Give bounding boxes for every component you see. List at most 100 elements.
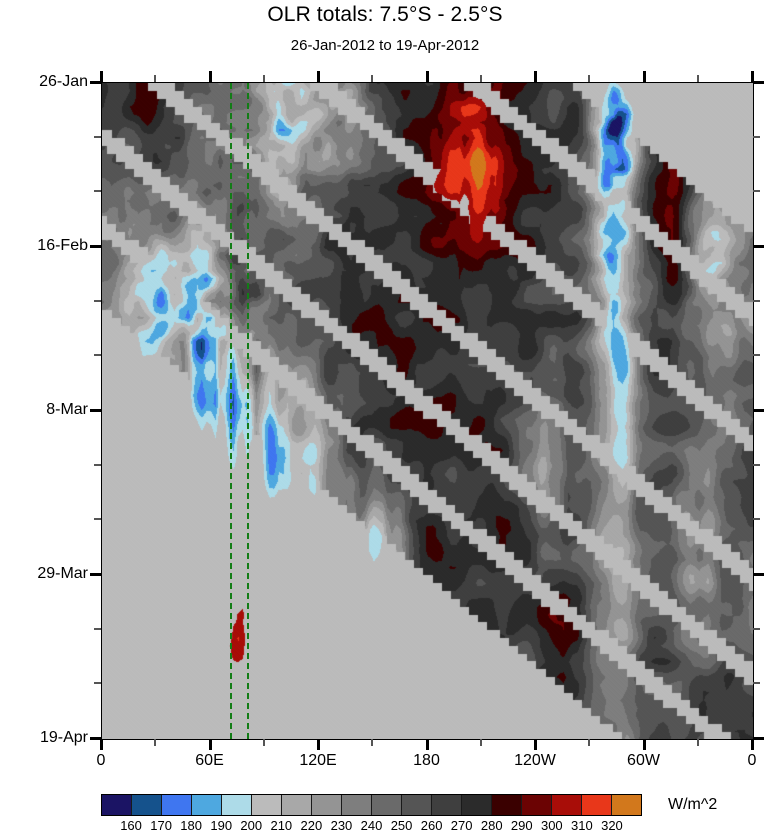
axis-tick-minor: [94, 354, 101, 356]
axis-tick-minor: [753, 190, 760, 192]
axis-tick-major: [209, 739, 212, 750]
colorbar-cell: [131, 795, 161, 815]
colorbar-cell: [491, 795, 521, 815]
x-tick-label: 120E: [299, 752, 337, 769]
axis-tick-minor: [94, 300, 101, 302]
colorbar-tick-label: 170: [150, 818, 172, 833]
axis-tick-minor: [263, 739, 265, 746]
colorbar-cell: [521, 795, 551, 815]
x-tick-label: 0: [96, 752, 106, 769]
y-tick-label: 29-Mar: [37, 565, 88, 582]
colorbar-cell: [251, 795, 281, 815]
colorbar-tick-label: 290: [510, 818, 533, 833]
plot-area: [101, 82, 754, 740]
x-tick-label: 60E: [195, 752, 224, 769]
axis-tick-major: [534, 739, 537, 750]
axis-tick-minor: [94, 628, 101, 630]
axis-tick-minor: [94, 464, 101, 466]
axis-tick-major: [90, 245, 101, 248]
axis-tick-minor: [753, 354, 760, 356]
axis-tick-major: [643, 739, 646, 750]
axis-tick-minor: [753, 300, 760, 302]
colorbar-cell: [281, 795, 311, 815]
colorbar-cell: [311, 795, 341, 815]
axis-tick-major: [317, 71, 320, 82]
colorbar-cell: [221, 795, 251, 815]
y-tick-label: 16-Feb: [37, 237, 88, 254]
axis-tick-minor: [480, 75, 482, 82]
axis-tick-major: [753, 737, 764, 740]
axis-tick-major: [753, 409, 764, 412]
colorbar-cell: [102, 795, 131, 815]
axis-tick-minor: [588, 739, 590, 746]
page-title: OLR totals: 7.5°S - 2.5°S: [267, 3, 503, 26]
colorbar-tick-label: 320: [601, 818, 623, 833]
axis-tick-major: [426, 739, 429, 750]
axis-tick-minor: [94, 682, 101, 684]
colorbar-tick-labels: 160 170 180 190 200 210 220 230 240 250 260 270 280 2…: [0, 818, 770, 836]
colorbar-tick-label: 230: [330, 818, 353, 833]
axis-tick-major: [751, 71, 754, 82]
colorbar-tick-label: 160: [120, 818, 142, 833]
colorbar-cell: [161, 795, 191, 815]
axis-tick-minor: [371, 739, 373, 746]
colorbar-cell: [371, 795, 401, 815]
axis-tick-major: [753, 245, 764, 248]
colorbar-tick-label: 270: [450, 818, 473, 833]
x-tick-label: 60W: [627, 752, 660, 769]
x-tick-label: 0: [747, 752, 757, 769]
axis-tick-minor: [94, 518, 101, 520]
axis-tick-major: [426, 71, 429, 82]
axis-tick-major: [90, 737, 101, 740]
x-tick-label: 120W: [514, 752, 556, 769]
colorbar-cell: [461, 795, 491, 815]
colorbar-tick-label: 280: [480, 818, 503, 833]
axis-tick-minor: [753, 628, 760, 630]
axis-tick-major: [751, 739, 754, 750]
axis-tick-major: [753, 573, 764, 576]
x-tick-label: 180: [413, 752, 440, 769]
colorbar-cell: [191, 795, 221, 815]
axis-tick-major: [753, 81, 764, 84]
axis-tick-major: [90, 573, 101, 576]
y-tick-label: 8-Mar: [46, 401, 88, 418]
axis-tick-minor: [94, 136, 101, 138]
axis-tick-minor: [753, 136, 760, 138]
colorbar-cell: [551, 795, 581, 815]
colorbar-cell: [611, 795, 641, 815]
colorbar: [101, 794, 642, 816]
axis-tick-minor: [753, 464, 760, 466]
colorbar-tick-label: 240: [360, 818, 383, 833]
axis-tick-minor: [697, 739, 699, 746]
axis-tick-major: [209, 71, 212, 82]
axis-tick-major: [317, 739, 320, 750]
colorbar-tick-label: 210: [270, 818, 293, 833]
colorbar-tick-label: 180: [180, 818, 203, 833]
axis-tick-minor: [94, 190, 101, 192]
axis-tick-major: [534, 71, 537, 82]
colorbar-cell: [401, 795, 431, 815]
axis-tick-minor: [154, 739, 156, 746]
axis-tick-major: [100, 739, 103, 750]
axis-tick-minor: [697, 75, 699, 82]
axis-tick-major: [643, 71, 646, 82]
y-tick-label: 19-Apr: [39, 729, 88, 746]
colorbar-tick-label: 300: [540, 818, 563, 833]
colorbar-cell: [341, 795, 371, 815]
axis-tick-minor: [753, 682, 760, 684]
axis-tick-minor: [263, 75, 265, 82]
longitude-marker-line: [230, 83, 233, 739]
y-tick-label: 26-Jan: [39, 73, 88, 90]
olr-heatmap-canvas: [102, 83, 753, 739]
axis-tick-minor: [753, 518, 760, 520]
colorbar-tick-label: 250: [390, 818, 413, 833]
colorbar-tick-label: 260: [420, 818, 443, 833]
colorbar-tick-label: 190: [210, 818, 233, 833]
figure-subtitle: 26-Jan-2012 to 19-Apr-2012: [290, 37, 480, 54]
axis-tick-minor: [371, 75, 373, 82]
axis-tick-major: [100, 71, 103, 82]
colorbar-tick-label: 310: [571, 818, 593, 833]
colorbar-tick-label: 200: [240, 818, 263, 833]
axis-tick-minor: [480, 739, 482, 746]
